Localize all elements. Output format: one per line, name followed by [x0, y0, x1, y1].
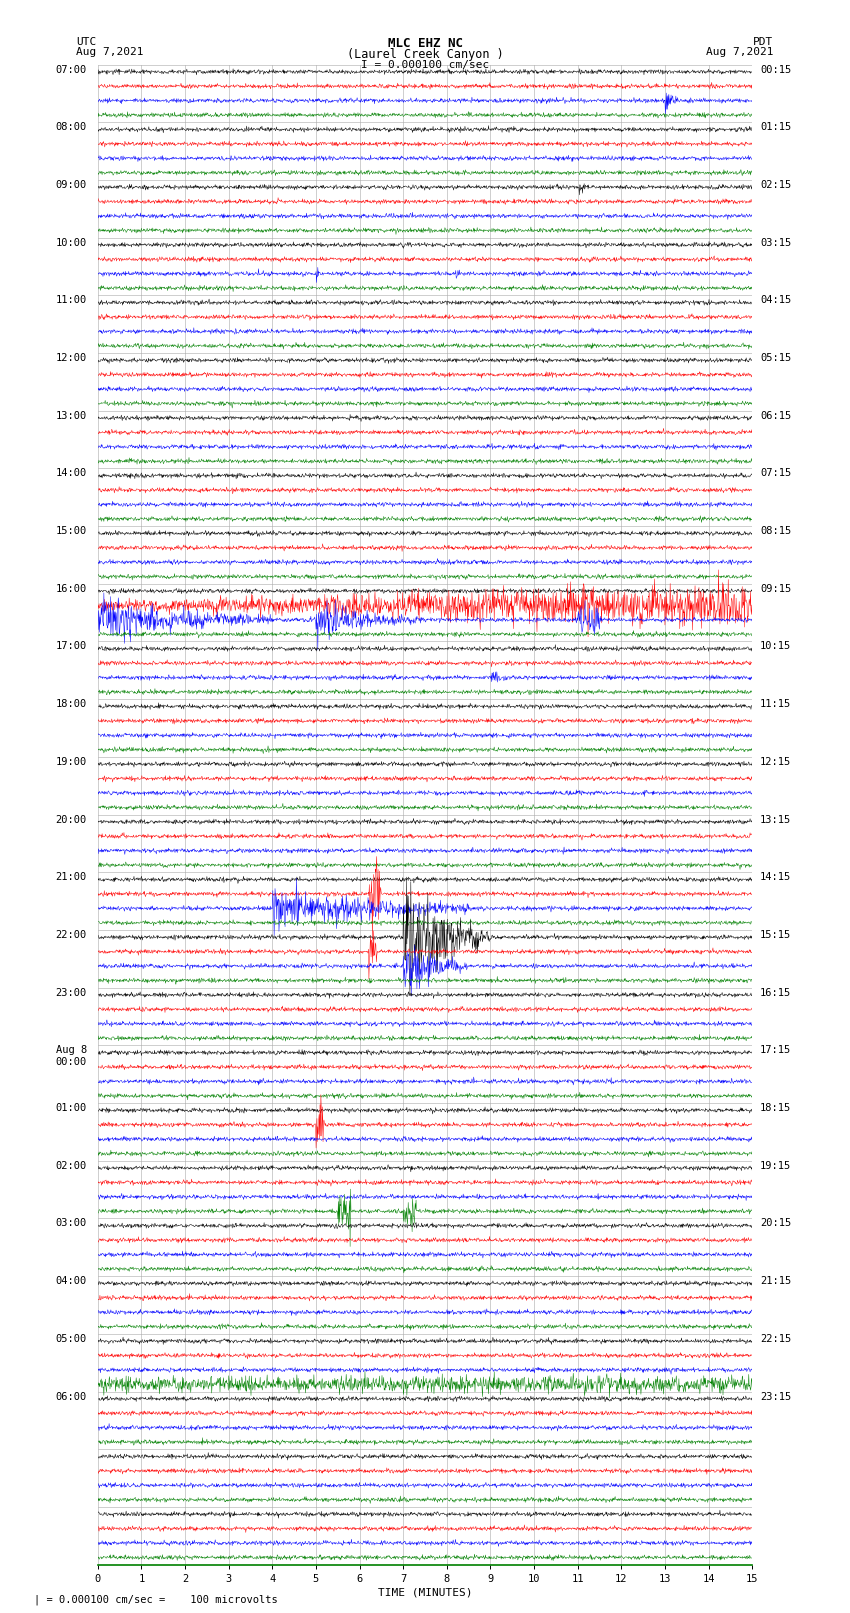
Text: 18:15: 18:15 [760, 1103, 791, 1113]
Text: 19:15: 19:15 [760, 1161, 791, 1171]
Text: I = 0.000100 cm/sec: I = 0.000100 cm/sec [361, 60, 489, 69]
Text: UTC: UTC [76, 37, 97, 47]
Text: 19:00: 19:00 [55, 756, 87, 766]
Text: 16:15: 16:15 [760, 987, 791, 998]
Text: 02:00: 02:00 [55, 1161, 87, 1171]
Text: 16:00: 16:00 [55, 584, 87, 594]
Text: 22:15: 22:15 [760, 1334, 791, 1344]
Text: 23:00: 23:00 [55, 987, 87, 998]
Text: 09:00: 09:00 [55, 181, 87, 190]
Text: MLC EHZ NC: MLC EHZ NC [388, 37, 462, 50]
Text: 14:00: 14:00 [55, 468, 87, 479]
Text: Aug 7,2021: Aug 7,2021 [76, 47, 144, 56]
Text: 15:00: 15:00 [55, 526, 87, 536]
Text: 10:15: 10:15 [760, 642, 791, 652]
Text: 17:00: 17:00 [55, 642, 87, 652]
Text: PDT: PDT [753, 37, 774, 47]
Text: 20:00: 20:00 [55, 815, 87, 824]
Text: 18:00: 18:00 [55, 698, 87, 710]
Text: 14:15: 14:15 [760, 873, 791, 882]
Text: 03:15: 03:15 [760, 237, 791, 248]
Text: Aug 7,2021: Aug 7,2021 [706, 47, 774, 56]
Text: 05:00: 05:00 [55, 1334, 87, 1344]
Text: 06:15: 06:15 [760, 411, 791, 421]
Text: 04:00: 04:00 [55, 1276, 87, 1286]
Text: 02:15: 02:15 [760, 181, 791, 190]
Text: 08:15: 08:15 [760, 526, 791, 536]
Text: 20:15: 20:15 [760, 1218, 791, 1229]
Text: 22:00: 22:00 [55, 931, 87, 940]
Text: 17:15: 17:15 [760, 1045, 791, 1055]
Text: 00:15: 00:15 [760, 65, 791, 74]
Text: 07:00: 07:00 [55, 65, 87, 74]
Text: 12:00: 12:00 [55, 353, 87, 363]
Text: 13:15: 13:15 [760, 815, 791, 824]
Text: 11:00: 11:00 [55, 295, 87, 305]
Text: 12:15: 12:15 [760, 756, 791, 766]
Text: 10:00: 10:00 [55, 237, 87, 248]
Text: 04:15: 04:15 [760, 295, 791, 305]
Text: 21:15: 21:15 [760, 1276, 791, 1286]
Text: 13:00: 13:00 [55, 411, 87, 421]
Text: 01:15: 01:15 [760, 123, 791, 132]
Text: 03:00: 03:00 [55, 1218, 87, 1229]
Text: 01:00: 01:00 [55, 1103, 87, 1113]
Text: 07:15: 07:15 [760, 468, 791, 479]
Text: (Laurel Creek Canyon ): (Laurel Creek Canyon ) [347, 48, 503, 61]
Text: | = 0.000100 cm/sec =    100 microvolts: | = 0.000100 cm/sec = 100 microvolts [34, 1594, 278, 1605]
Text: 08:00: 08:00 [55, 123, 87, 132]
Text: 23:15: 23:15 [760, 1392, 791, 1402]
Text: 15:15: 15:15 [760, 931, 791, 940]
Text: 11:15: 11:15 [760, 698, 791, 710]
Text: Aug 8
00:00: Aug 8 00:00 [55, 1045, 87, 1066]
X-axis label: TIME (MINUTES): TIME (MINUTES) [377, 1587, 473, 1598]
Text: 21:00: 21:00 [55, 873, 87, 882]
Text: 09:15: 09:15 [760, 584, 791, 594]
Text: 06:00: 06:00 [55, 1392, 87, 1402]
Text: 05:15: 05:15 [760, 353, 791, 363]
